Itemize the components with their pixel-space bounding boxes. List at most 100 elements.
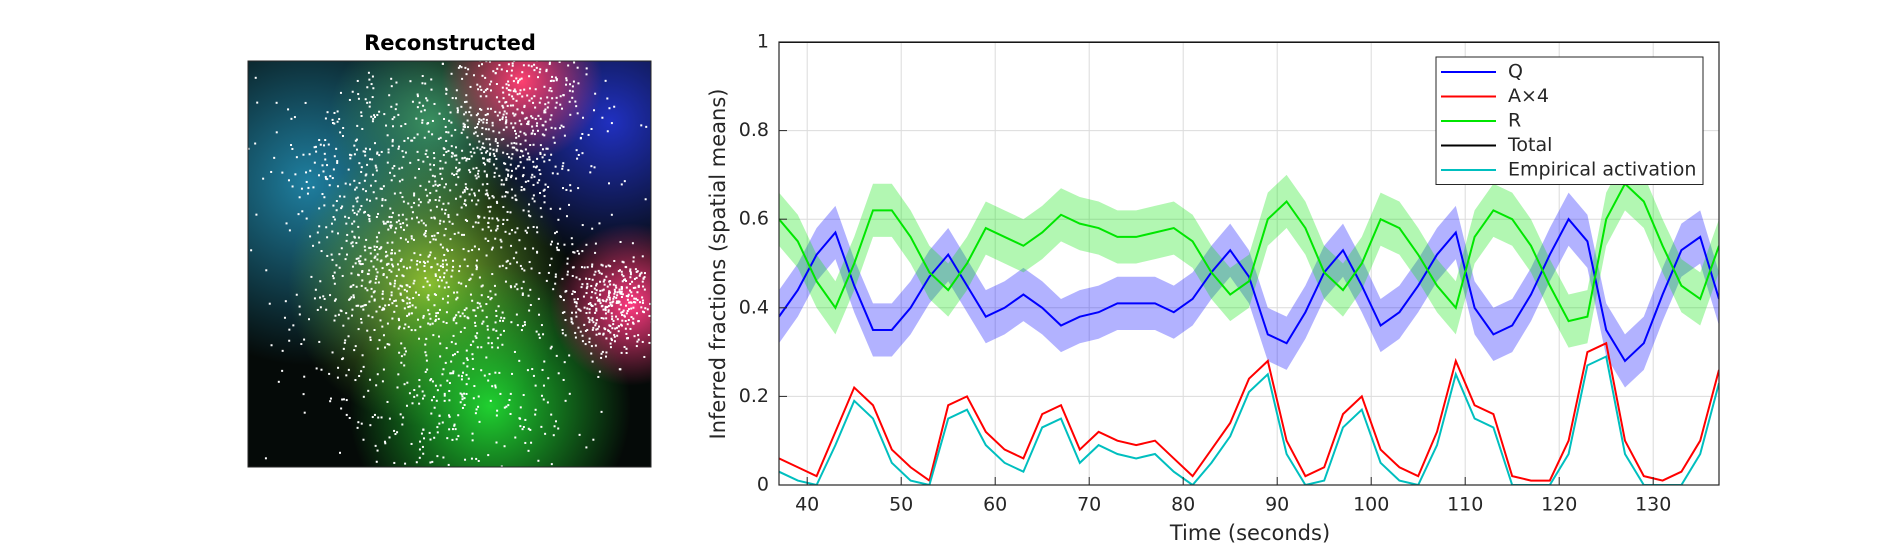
dot (484, 76, 487, 79)
dot (482, 492, 484, 494)
dot (462, 191, 465, 194)
dot (383, 222, 386, 225)
dot (418, 448, 421, 451)
dot (515, 167, 518, 170)
dot (395, 227, 398, 230)
dot (570, 318, 573, 321)
dot (522, 280, 525, 283)
dot (568, 89, 571, 92)
dot (581, 224, 584, 227)
dot (488, 160, 491, 163)
dot (459, 330, 462, 333)
dot (555, 246, 558, 249)
dot (466, 157, 469, 160)
dot (584, 343, 587, 346)
dot (375, 310, 378, 313)
dot (627, 308, 630, 311)
dot (579, 137, 582, 140)
dot (393, 285, 396, 288)
dot (466, 265, 469, 268)
dot (429, 461, 432, 464)
dot (597, 375, 600, 378)
dot (273, 53, 275, 55)
dot (571, 293, 574, 296)
dot (461, 149, 464, 152)
dot (374, 180, 377, 183)
dot (369, 184, 372, 187)
dot (532, 194, 535, 197)
dot (485, 151, 488, 154)
dot (353, 220, 356, 223)
dot (397, 214, 400, 217)
dot (315, 367, 318, 370)
dot (376, 114, 379, 117)
dot (397, 327, 400, 330)
y-axis-label: Inferred fractions (spatial means) (706, 89, 730, 440)
dot (701, 360, 703, 362)
dot (477, 112, 480, 115)
dot (595, 282, 598, 285)
dot (544, 183, 547, 186)
dot (564, 319, 567, 322)
dot (502, 183, 505, 186)
dot (319, 143, 322, 146)
dot (400, 361, 403, 364)
dot (492, 148, 495, 151)
dot (387, 304, 390, 307)
dot (524, 323, 527, 326)
dot (735, 300, 737, 302)
dot (465, 73, 468, 76)
dot (610, 339, 613, 342)
dot (609, 346, 612, 349)
dot (441, 167, 444, 170)
dot (445, 263, 448, 266)
dot (469, 106, 472, 109)
dot (547, 185, 550, 188)
dot (604, 355, 607, 358)
dot (652, 297, 654, 299)
dot (511, 62, 514, 65)
dot (364, 258, 367, 261)
dot (675, 418, 677, 420)
dot (345, 496, 347, 498)
dot (515, 283, 518, 286)
dot (414, 176, 417, 179)
dot (393, 174, 396, 177)
dot (484, 89, 487, 92)
dot (303, 411, 306, 414)
dot (598, 325, 601, 328)
dot (550, 126, 553, 129)
dot (463, 308, 466, 311)
dot (735, 407, 737, 409)
dot (522, 64, 525, 67)
dot (566, 257, 569, 260)
dot (641, 310, 644, 313)
dot (598, 271, 601, 274)
dot (400, 125, 403, 128)
dot (482, 479, 484, 481)
dot (594, 311, 597, 314)
dot (510, 169, 513, 172)
dot (479, 478, 481, 480)
dot (427, 322, 430, 325)
dot (416, 150, 419, 153)
dot (586, 328, 589, 331)
dot (476, 332, 479, 335)
dot (325, 308, 328, 311)
dot (468, 278, 471, 281)
dot (341, 358, 344, 361)
dot (545, 279, 548, 282)
dot (358, 182, 361, 185)
dot (503, 317, 506, 320)
dot (598, 293, 601, 296)
dot (371, 173, 374, 176)
dot (378, 231, 381, 234)
legend-label: Q (1508, 61, 1523, 83)
dot (505, 178, 508, 181)
dot (449, 238, 452, 241)
dot (513, 61, 516, 63)
dot (585, 287, 588, 290)
dot (372, 87, 375, 90)
dot (387, 262, 390, 265)
dot (464, 483, 466, 485)
